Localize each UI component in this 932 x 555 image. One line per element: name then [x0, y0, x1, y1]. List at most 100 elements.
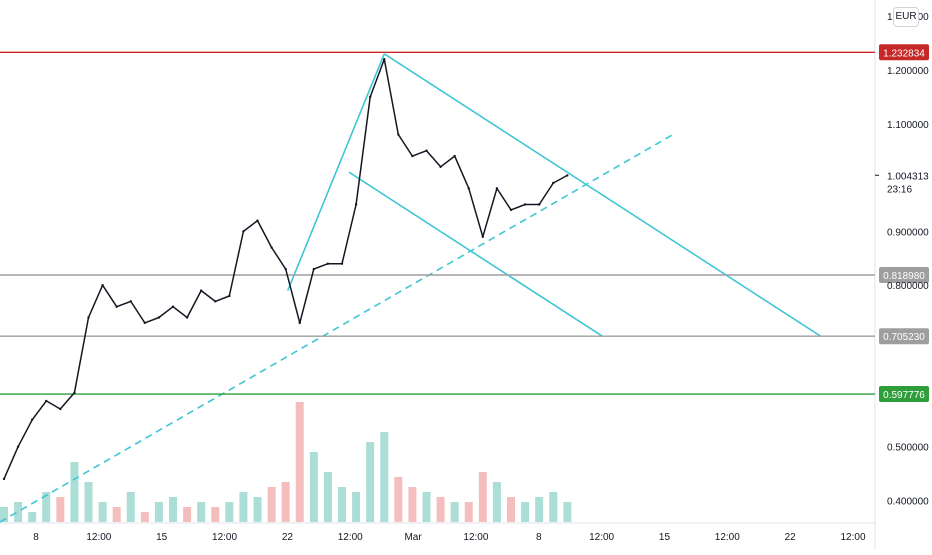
volume-bar: [70, 462, 79, 522]
price-point: [157, 316, 161, 319]
volume-bar: [450, 502, 459, 522]
level-badge: [879, 44, 929, 61]
price-point: [481, 235, 485, 238]
price-point: [509, 208, 513, 212]
countdown-label: 23:16: [887, 184, 912, 195]
volume-bar: [309, 452, 318, 522]
price-point: [537, 203, 541, 206]
volume-bar: [366, 442, 375, 522]
price-point: [326, 262, 330, 265]
volume-bar: [464, 502, 473, 522]
level-label: 0.705230: [883, 332, 925, 343]
volume-bar: [267, 487, 276, 522]
volume-bar: [225, 502, 234, 522]
volume-bar: [507, 497, 515, 522]
volume-bar: [478, 472, 487, 522]
price-point: [129, 300, 132, 303]
time-tick-label: Mar: [404, 532, 422, 543]
volume-bar: [56, 497, 65, 522]
volume-bar: [281, 482, 290, 522]
price-point: [495, 187, 499, 190]
price-point: [214, 300, 217, 303]
price-point: [467, 187, 470, 190]
currency-button[interactable]: EUR: [893, 7, 919, 27]
level-badge: [879, 328, 929, 345]
price-point: [73, 391, 76, 395]
level-badge: [879, 386, 929, 403]
price-point: [87, 316, 90, 319]
volume-bar: [126, 492, 135, 522]
price-point: [368, 95, 372, 99]
volume-bar: [211, 507, 220, 522]
level-label: 1.232834: [883, 48, 925, 59]
volume-bar: [239, 492, 248, 522]
channel-lower-line[interactable]: [348, 171, 603, 338]
price-point: [284, 267, 287, 271]
price-point: [411, 154, 414, 158]
price-point: [30, 418, 34, 421]
price-point: [115, 305, 118, 308]
price-point: [298, 321, 301, 325]
price-point: [228, 294, 231, 298]
volume-bar: [323, 472, 332, 522]
price-tick-label: 0.500000: [887, 443, 929, 454]
volume-bar: [338, 487, 346, 522]
volume-bar: [295, 402, 304, 522]
time-tick-label: 15: [156, 532, 168, 543]
price-point: [171, 305, 175, 308]
price-point: [523, 203, 527, 206]
price-point: [242, 230, 245, 233]
volume-bar: [84, 482, 93, 522]
price-point: [2, 477, 6, 481]
volume-bar: [169, 497, 177, 522]
trend-line[interactable]: [287, 53, 385, 291]
price-point: [453, 154, 456, 158]
price-point: [552, 181, 555, 185]
level-label: 0.597776: [883, 390, 925, 401]
time-tick-label: 12:00: [840, 532, 865, 543]
volume-bar: [436, 497, 445, 522]
price-point: [566, 174, 569, 177]
volume-bar: [380, 432, 389, 522]
time-tick-label: 8: [536, 532, 542, 543]
dashed-trend-line[interactable]: [0, 133, 674, 523]
volume-bar: [535, 497, 544, 522]
price-point: [312, 267, 316, 271]
time-tick-label: 22: [282, 532, 294, 543]
volume-bar: [492, 482, 501, 522]
volume-bar: [549, 492, 558, 522]
volume-bar: [197, 502, 206, 522]
time-tick-label: 22: [785, 532, 797, 543]
price-tick-label: 1.100000: [887, 120, 929, 131]
volume-bar: [42, 492, 51, 522]
price-point: [354, 203, 358, 206]
time-tick-label: 12:00: [338, 532, 363, 543]
last-price-label: 1.004313: [887, 171, 929, 182]
volume-bar: [408, 487, 417, 522]
volume-bar: [0, 507, 8, 522]
level-label: 0.818980: [883, 271, 925, 282]
volume-bar: [352, 492, 361, 522]
time-tick-label: 12:00: [212, 532, 237, 543]
price-point: [45, 399, 48, 403]
time-tick-label: 12:00: [86, 532, 111, 543]
volume-bar: [14, 502, 23, 522]
price-tick-label: 0.400000: [887, 496, 929, 507]
time-tick-label: 12:00: [463, 532, 488, 543]
volume-bar: [28, 512, 37, 522]
time-tick-label: 12:00: [715, 532, 740, 543]
price-point: [101, 284, 104, 287]
price-point: [16, 445, 20, 448]
price-point: [425, 149, 428, 152]
price-point: [270, 246, 273, 249]
price-tick-label: 1.200000: [887, 66, 929, 77]
channel-upper-line[interactable]: [383, 53, 822, 338]
price-point: [383, 57, 386, 61]
price-tick-label: 0.800000: [887, 281, 929, 292]
price-point: [439, 165, 442, 169]
volume-bar: [394, 477, 403, 522]
time-tick-label: 8: [33, 532, 39, 543]
volume-bar: [140, 512, 149, 522]
